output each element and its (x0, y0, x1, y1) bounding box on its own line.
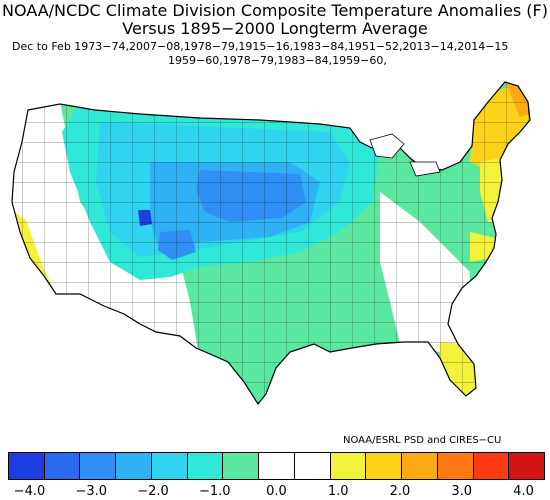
colorbar-swatch (473, 453, 510, 479)
colorbar-tick-label: −3.0 (75, 484, 108, 499)
colorbar-ticks: −4.0 −3.0 −2.0 −1.0 0.0 1.0 2.0 3.0 4.0 (0, 484, 550, 500)
colorbar-tick-label: −1.0 (198, 484, 231, 499)
colorbar (8, 452, 545, 480)
colorbar-tick-label: −4.0 (13, 484, 46, 499)
map-title: NOAA/NCDC Climate Division Composite Tem… (2, 1, 548, 20)
colorbar-swatch (509, 453, 545, 479)
colorbar-swatch (366, 453, 403, 479)
colorbar-tick-label: 3.0 (451, 484, 473, 499)
colorbar-swatch (44, 453, 81, 479)
period-subtitle: Dec to Feb 1973−74,2007−08,1978−79,1915−… (12, 40, 509, 53)
colorbar-tick-label: 0.0 (266, 484, 287, 499)
us-climate-division-map (11, 81, 531, 405)
colorbar-tick-label: −2.0 (137, 484, 169, 499)
period-subtitle-line2: 1959−60,1978−79,1983−84,1959−60, (168, 54, 387, 67)
colorbar-swatch (9, 453, 45, 479)
colorbar-swatch (187, 453, 224, 479)
colorbar-swatch (259, 453, 295, 479)
map-title-line2: Versus 1895−2000 Longterm Average (122, 19, 428, 38)
colorbar-swatch (437, 453, 474, 479)
colorbar-swatch (116, 453, 152, 479)
colorbar-swatch (223, 453, 260, 479)
colorbar-swatch (294, 453, 331, 479)
colorbar-swatch (330, 453, 367, 479)
colorbar-tick-label: 2.0 (389, 484, 411, 499)
colorbar-tick-label: 4.0 (513, 484, 534, 499)
data-source-credit: NOAA/ESRL PSD and CIRES−CU (343, 435, 502, 446)
colorbar-swatch (402, 453, 438, 479)
colorbar-tick-label: 1.0 (327, 484, 349, 499)
colorbar-swatch (80, 453, 117, 479)
colorbar-swatch (151, 453, 188, 479)
